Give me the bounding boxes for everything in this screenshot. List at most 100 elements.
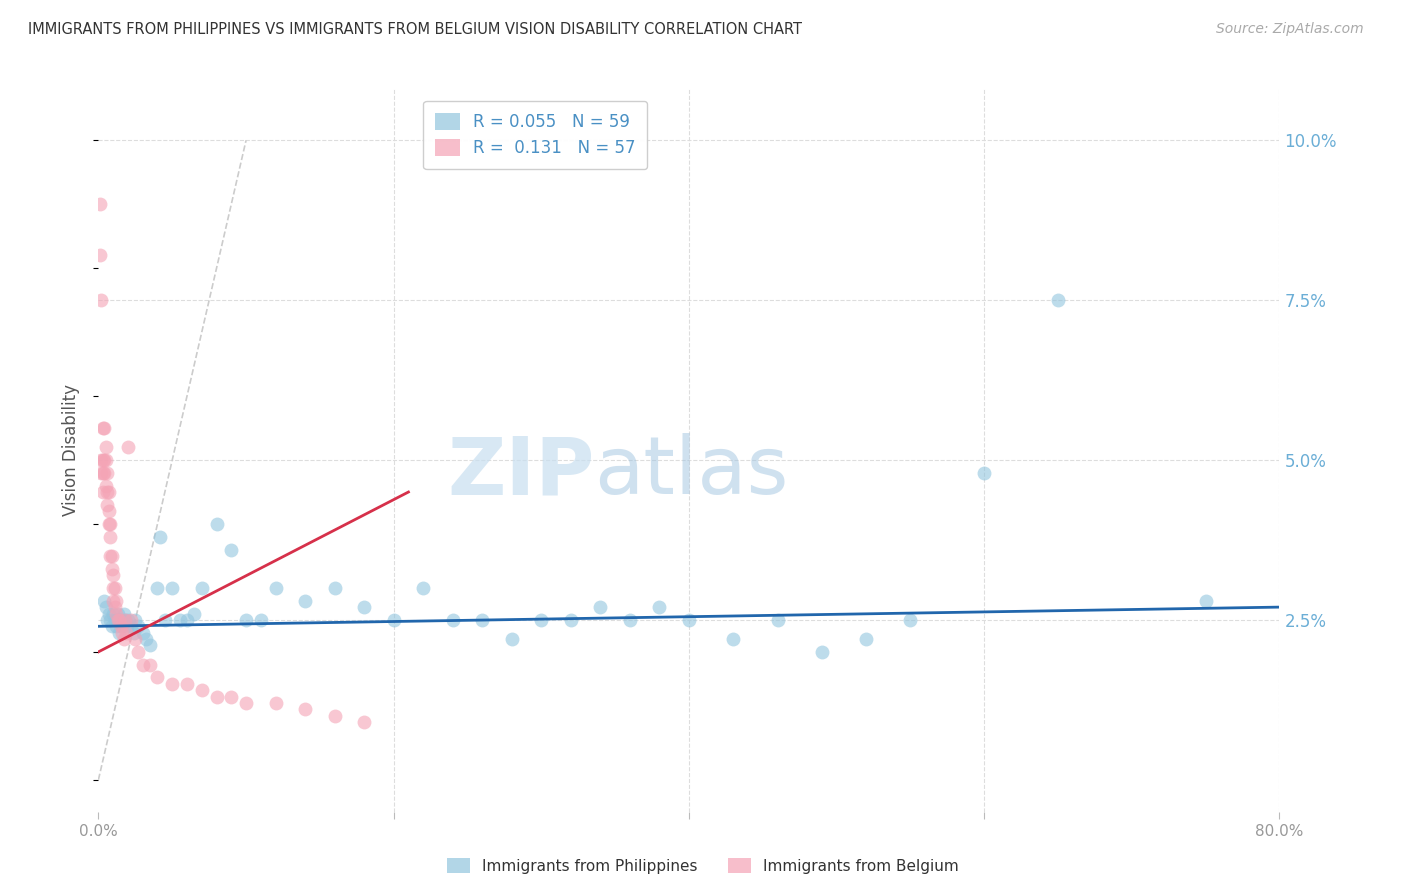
Text: Source: ZipAtlas.com: Source: ZipAtlas.com xyxy=(1216,22,1364,37)
Point xyxy=(264,581,287,595)
Point xyxy=(115,619,138,633)
Point xyxy=(103,593,125,607)
Point xyxy=(162,677,183,691)
Point xyxy=(162,581,183,595)
Point xyxy=(89,248,111,262)
Point xyxy=(353,715,375,730)
Point xyxy=(98,549,121,563)
Point xyxy=(146,581,169,595)
Point xyxy=(108,613,131,627)
Point xyxy=(89,197,111,211)
Point xyxy=(105,607,128,621)
Point xyxy=(91,466,114,480)
Point xyxy=(530,613,553,627)
Point xyxy=(205,516,228,531)
Point xyxy=(973,466,995,480)
Point xyxy=(135,632,157,646)
Point xyxy=(91,485,114,500)
Point xyxy=(127,619,149,633)
Point xyxy=(441,613,464,627)
Point xyxy=(104,581,127,595)
Point xyxy=(323,708,346,723)
Legend: Immigrants from Philippines, Immigrants from Belgium: Immigrants from Philippines, Immigrants … xyxy=(441,852,965,880)
Point xyxy=(117,440,139,454)
Point xyxy=(855,632,877,646)
Point xyxy=(105,619,128,633)
Point xyxy=(98,516,121,531)
Point xyxy=(108,625,131,640)
Point xyxy=(98,613,121,627)
Point xyxy=(97,485,120,500)
Point xyxy=(205,690,228,704)
Point xyxy=(112,632,135,646)
Point xyxy=(93,593,115,607)
Point xyxy=(153,613,176,627)
Point xyxy=(127,645,149,659)
Point xyxy=(766,613,789,627)
Point xyxy=(107,613,129,627)
Point xyxy=(146,670,169,684)
Point xyxy=(104,600,127,615)
Point xyxy=(115,625,138,640)
Point xyxy=(149,530,172,544)
Point xyxy=(139,657,162,672)
Point xyxy=(250,613,273,627)
Point xyxy=(111,625,134,640)
Point xyxy=(94,440,117,454)
Point xyxy=(114,613,136,627)
Point xyxy=(117,613,139,627)
Point xyxy=(103,607,125,621)
Point xyxy=(97,607,120,621)
Point xyxy=(120,619,142,633)
Legend: R = 0.055   N = 59, R =  0.131   N = 57: R = 0.055 N = 59, R = 0.131 N = 57 xyxy=(423,101,648,169)
Point xyxy=(560,613,582,627)
Point xyxy=(412,581,434,595)
Point xyxy=(96,485,118,500)
Point xyxy=(900,613,922,627)
Point xyxy=(810,645,832,659)
Point xyxy=(105,593,128,607)
Point xyxy=(91,421,114,435)
Point xyxy=(294,702,316,716)
Y-axis label: Vision Disability: Vision Disability xyxy=(62,384,80,516)
Point xyxy=(111,619,134,633)
Point xyxy=(678,613,700,627)
Text: ZIP: ZIP xyxy=(447,434,595,511)
Point xyxy=(104,613,127,627)
Point xyxy=(221,690,243,704)
Point xyxy=(191,581,214,595)
Point xyxy=(103,581,125,595)
Point xyxy=(107,607,129,621)
Point xyxy=(96,498,118,512)
Point xyxy=(96,613,118,627)
Point xyxy=(176,677,198,691)
Point xyxy=(176,613,198,627)
Point xyxy=(471,613,494,627)
Point xyxy=(94,478,117,492)
Point xyxy=(264,696,287,710)
Point xyxy=(501,632,523,646)
Point xyxy=(619,613,641,627)
Point xyxy=(90,466,112,480)
Point xyxy=(100,619,122,633)
Point xyxy=(723,632,745,646)
Point xyxy=(114,613,136,627)
Point xyxy=(648,600,671,615)
Point xyxy=(353,600,375,615)
Point xyxy=(94,600,117,615)
Point xyxy=(91,453,114,467)
Point xyxy=(97,504,120,518)
Point xyxy=(110,619,132,633)
Point xyxy=(169,613,191,627)
Point xyxy=(93,421,115,435)
Point xyxy=(124,632,146,646)
Point xyxy=(90,453,112,467)
Point xyxy=(1046,293,1070,308)
Text: IMMIGRANTS FROM PHILIPPINES VS IMMIGRANTS FROM BELGIUM VISION DISABILITY CORRELA: IMMIGRANTS FROM PHILIPPINES VS IMMIGRANT… xyxy=(28,22,801,37)
Point xyxy=(589,600,612,615)
Point xyxy=(94,453,117,467)
Point xyxy=(139,639,162,653)
Text: atlas: atlas xyxy=(595,434,789,511)
Point xyxy=(132,625,155,640)
Point xyxy=(382,613,405,627)
